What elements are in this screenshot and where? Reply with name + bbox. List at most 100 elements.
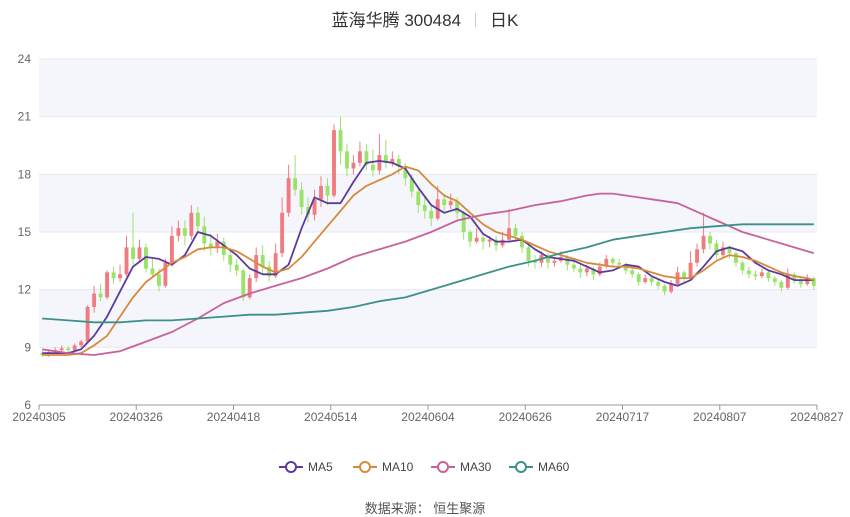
candle-body [163,262,168,286]
candle-body [623,264,628,271]
candle-body [228,255,233,265]
candle-body [208,243,213,248]
candle-body [500,239,505,246]
candle-body [597,266,602,275]
legend[interactable]: MA5 MA10 MA30 MA60 [279,460,570,474]
candle-body [565,256,570,265]
y-tick-label: 12 [18,283,32,297]
candle-body [792,274,797,281]
y-tick-label: 15 [18,225,32,239]
candle-body [682,272,687,279]
candle-body [124,247,129,275]
candle-body [383,155,388,163]
candle-body [753,274,758,277]
candle-body [319,185,323,200]
x-axis: 20240305 20240326 20240418 20240514 20240604… [12,404,844,424]
candle-body [351,162,356,169]
candle-body [481,237,486,242]
ma10-line [42,165,815,356]
candle-body [241,270,246,298]
candle-body [604,258,609,267]
legend-marker [515,461,527,473]
candle-body [299,189,304,208]
candle-body [662,285,667,292]
candle-body [513,228,518,236]
candle-body [234,264,239,271]
y-tick-label: 21 [18,110,32,124]
candle-body [156,274,161,286]
candle-body [189,212,194,236]
candle-body [714,243,719,256]
candle-body [746,270,751,275]
candle-body [260,255,265,267]
legend-label: MA5 [308,460,333,474]
candle-body [734,253,738,263]
x-tick-label: 20240626 [499,410,553,424]
candle-body [221,241,226,256]
candle-body [649,278,654,282]
candle-body [727,247,732,254]
y-tick-label: 18 [18,167,32,181]
candle-body [610,258,615,263]
candle-body [520,235,524,248]
candle-body [105,272,110,298]
candle-body [656,281,661,286]
legend-item-ma10[interactable]: MA10 [353,460,414,474]
legend-label: MA60 [538,460,570,474]
candle-body [286,178,291,213]
candle-body [571,264,576,269]
x-tick-label: 20240418 [207,410,261,424]
grid-bands [39,59,817,348]
candle-body [98,293,103,298]
candle-body [494,239,499,246]
candle-body [442,199,447,206]
candle-body [526,247,531,261]
x-tick-label: 20240514 [304,410,358,424]
candle-body [215,241,220,248]
candle-body [772,278,777,282]
candle-body [487,239,492,242]
candle-body [247,278,252,298]
candle-body [636,274,641,282]
candle-body [338,130,343,152]
legend-item-ma5[interactable]: MA5 [279,460,333,474]
candle-body [805,278,810,284]
y-tick-label: 6 [24,398,31,412]
legend-item-ma60[interactable]: MA60 [509,460,570,474]
candle-body [325,185,330,196]
candle-body [195,212,200,227]
candle-body [584,268,589,273]
candle-body [779,281,784,288]
data-source: 数据来源： 恒生聚源 [364,501,486,516]
candle-body [202,226,207,244]
x-tick-label: 20240604 [401,410,455,424]
chart-title: 蓝海华腾 300484 日K [0,6,850,31]
candle-body [416,191,421,206]
candle-body [409,178,414,192]
candle-body [40,353,45,356]
candles-layer [40,116,816,357]
candle-body [507,228,511,240]
legend-label: MA30 [460,460,492,474]
candle-body [785,274,790,288]
y-axis: 6 9 12 15 18 21 24 [18,52,32,412]
candle-body [273,253,278,277]
candle-body [364,151,369,165]
candle-body [79,341,84,346]
candle-body [688,262,693,279]
candle-body [345,151,349,169]
grid-band [39,59,817,117]
candle-body [455,201,460,213]
candle-body [92,293,97,307]
x-tick-label: 20240717 [596,410,650,424]
candle-body [474,237,479,242]
legend-item-ma30[interactable]: MA30 [431,460,492,474]
candle-body [669,283,674,292]
candle-body [552,260,557,263]
candle-body [254,255,259,279]
candle-body [137,247,142,259]
candle-body [72,345,77,351]
grid-lines [39,58,817,406]
candle-body [131,247,135,259]
stock-name: 蓝海华腾 300484 [331,11,462,30]
